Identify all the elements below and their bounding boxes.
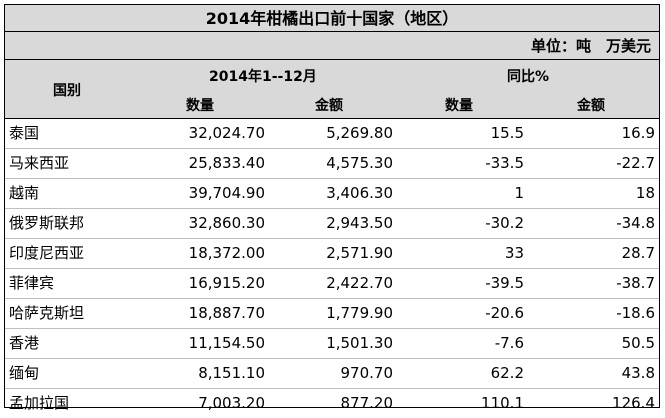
qty-cell: 18,372.00	[188, 244, 265, 262]
country-cell: 越南	[9, 184, 40, 202]
amount-cell: 877.20	[340, 394, 394, 412]
table-row: 香港 11,154.50 1,501.30 -7.6 50.5	[5, 329, 659, 359]
header-yoy-amount: 金额	[577, 98, 605, 114]
table-row: 越南 39,704.90 3,406.30 1 18	[5, 179, 659, 209]
amount-cell: 2,422.70	[326, 274, 393, 292]
qty-cell: 25,833.40	[188, 154, 265, 172]
yoy-amount-cell: 16.9	[621, 124, 655, 142]
table-row: 马来西亚 25,833.40 4,575.30 -33.5 -22.7	[5, 149, 659, 179]
amount-cell: 1,501.30	[326, 334, 393, 352]
amount-cell: 4,575.30	[326, 154, 393, 172]
country-cell: 俄罗斯联邦	[9, 214, 85, 232]
qty-cell: 32,024.70	[188, 124, 265, 142]
country-cell: 菲律宾	[9, 274, 55, 292]
qty-cell: 16,915.20	[188, 274, 265, 292]
country-cell: 哈萨克斯坦	[9, 304, 85, 322]
yoy-amount-cell: 28.7	[621, 244, 655, 262]
amount-cell: 2,571.90	[326, 244, 393, 262]
yoy-amount-cell: 126.4	[612, 394, 655, 412]
header-country: 国别	[53, 83, 81, 99]
header-qty: 数量	[186, 98, 214, 114]
header-yoy-qty: 数量	[445, 98, 473, 114]
qty-cell: 18,887.70	[188, 304, 265, 322]
yoy-amount-cell: -22.7	[616, 154, 655, 172]
amount-cell: 1,779.90	[326, 304, 393, 322]
table-row: 俄罗斯联邦 32,860.30 2,943.50 -30.2 -34.8	[5, 209, 659, 239]
qty-cell: 11,154.50	[188, 334, 265, 352]
yoy-qty-cell: 110.1	[481, 394, 524, 412]
qty-cell: 7,003.20	[198, 394, 265, 412]
table-row: 泰国 32,024.70 5,269.80 15.5 16.9	[5, 119, 659, 149]
amount-cell: 5,269.80	[326, 124, 393, 142]
yoy-qty-cell: -39.5	[485, 274, 524, 292]
country-cell: 泰国	[9, 124, 40, 142]
table-row: 哈萨克斯坦 18,887.70 1,779.90 -20.6 -18.6	[5, 299, 659, 329]
yoy-amount-cell: -34.8	[616, 214, 655, 232]
amount-cell: 3,406.30	[326, 184, 393, 202]
yoy-qty-cell: 33	[504, 244, 524, 262]
amount-cell: 970.70	[340, 364, 394, 382]
country-cell: 缅甸	[9, 364, 40, 382]
yoy-amount-cell: 18	[635, 184, 655, 202]
table-row: 缅甸 8,151.10 970.70 62.2 43.8	[5, 359, 659, 389]
yoy-qty-cell: 15.5	[490, 124, 524, 142]
country-cell: 印度尼西亚	[9, 244, 85, 262]
yoy-qty-cell: -20.6	[485, 304, 524, 322]
table-row: 印度尼西亚 18,372.00 2,571.90 33 28.7	[5, 239, 659, 269]
yoy-amount-cell: 50.5	[621, 334, 655, 352]
table-title: 2014年柑橘出口前十国家（地区）	[5, 5, 659, 32]
qty-cell: 8,151.10	[198, 364, 265, 382]
table-header: 国别 2014年1--12月 同比% 数量 金额 数量 金额	[5, 60, 659, 119]
yoy-amount-cell: -18.6	[616, 304, 655, 322]
qty-cell: 32,860.30	[188, 214, 265, 232]
yoy-qty-cell: -33.5	[485, 154, 524, 172]
table-body: 泰国 32,024.70 5,269.80 15.5 16.9 马来西亚 25,…	[5, 119, 659, 418]
table-row: 孟加拉国 7,003.20 877.20 110.1 126.4	[5, 389, 659, 418]
table-row: 菲律宾 16,915.20 2,422.70 -39.5 -38.7	[5, 269, 659, 299]
header-yoy: 同比%	[507, 69, 550, 85]
amount-cell: 2,943.50	[326, 214, 393, 232]
unit-label: 单位：吨 万美元	[5, 32, 659, 60]
yoy-qty-cell: 1	[514, 184, 524, 202]
yoy-amount-cell: -38.7	[616, 274, 655, 292]
header-amount: 金额	[315, 98, 343, 114]
yoy-qty-cell: 62.2	[490, 364, 524, 382]
yoy-qty-cell: -7.6	[494, 334, 524, 352]
qty-cell: 39,704.90	[188, 184, 265, 202]
country-cell: 香港	[9, 334, 40, 352]
export-table: 2014年柑橘出口前十国家（地区） 单位：吨 万美元 国别 2014年1--12…	[4, 4, 660, 412]
country-cell: 马来西亚	[9, 154, 70, 172]
yoy-qty-cell: -30.2	[485, 214, 524, 232]
header-period: 2014年1--12月	[209, 69, 317, 85]
yoy-amount-cell: 43.8	[621, 364, 655, 382]
country-cell: 孟加拉国	[9, 394, 70, 412]
